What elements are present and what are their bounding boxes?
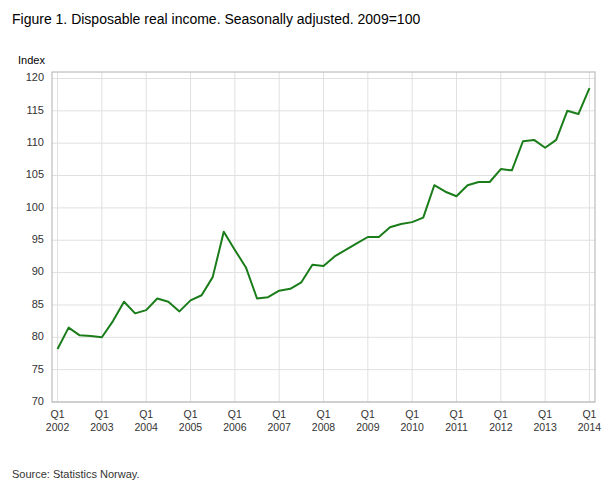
x-tick-label-line: Q1 xyxy=(51,408,65,420)
x-tick-label-line: Q1 xyxy=(361,408,375,420)
x-tick-label: Q12011 xyxy=(445,408,468,433)
x-tick-label-line: 2007 xyxy=(267,421,291,433)
y-axis: 70 75 80 85 90 95 100 105 110 115 120 xyxy=(26,71,44,407)
x-tick-label: Q12002 xyxy=(46,408,70,433)
x-tick-label-line: 2011 xyxy=(445,421,468,433)
x-tick-label-line: Q1 xyxy=(316,408,330,420)
x-tick-label-line: Q1 xyxy=(449,408,463,420)
x-tick-label: Q12006 xyxy=(223,408,247,433)
x-tick-label-line: 2002 xyxy=(46,421,70,433)
x-tick-label: Q12009 xyxy=(356,408,380,433)
x-tick-label: Q12010 xyxy=(400,408,424,433)
x-tick-label-line: 2009 xyxy=(356,421,380,433)
x-grid-line xyxy=(323,72,324,402)
x-tick-label-line: 2013 xyxy=(533,421,557,433)
x-grid-line xyxy=(279,72,280,402)
x-tick-label: Q12008 xyxy=(312,408,336,433)
x-tick-label-line: Q1 xyxy=(582,408,596,420)
y-tick-label: 115 xyxy=(26,104,44,116)
x-grid-line xyxy=(456,72,457,402)
x-grid-line xyxy=(57,72,58,402)
y-tick-label: 90 xyxy=(32,265,44,277)
y-tick-label: 85 xyxy=(32,298,44,310)
x-tick-label-line: Q1 xyxy=(538,408,552,420)
x-tick-label-line: Q1 xyxy=(95,408,109,420)
y-tick-label: 75 xyxy=(32,363,44,375)
data-line xyxy=(58,88,590,349)
x-tick-label: Q12003 xyxy=(90,408,114,433)
x-grid-line xyxy=(101,72,102,402)
y-tick-label: 100 xyxy=(26,201,44,213)
x-grid-line xyxy=(545,72,546,402)
x-tick-label-line: 2008 xyxy=(312,421,336,433)
x-tick-label-line: 2005 xyxy=(179,421,203,433)
x-tick-label-line: 2012 xyxy=(489,421,513,433)
x-grid-line xyxy=(412,72,413,402)
x-grid-line xyxy=(190,72,191,402)
x-tick-label: Q12013 xyxy=(533,408,557,433)
x-grid-line xyxy=(234,72,235,402)
x-tick-label-line: Q1 xyxy=(405,408,419,420)
grid xyxy=(52,72,595,402)
y-axis-label: Index xyxy=(18,54,45,66)
y-tick-label: 105 xyxy=(26,168,44,180)
x-tick-label-line: 2003 xyxy=(90,421,114,433)
x-tick-label-line: Q1 xyxy=(494,408,508,420)
x-tick-label-line: 2010 xyxy=(400,421,424,433)
y-tick-label: 95 xyxy=(32,233,44,245)
y-tick-label: 80 xyxy=(32,330,44,342)
plot-frame xyxy=(52,72,595,402)
y-tick-label: 120 xyxy=(26,71,44,83)
title: Figure 1. Disposable real income. Season… xyxy=(12,11,420,27)
x-tick-label-line: 2014 xyxy=(578,421,602,433)
source: Source: Statistics Norway. xyxy=(12,468,140,480)
x-tick-label-line: 2004 xyxy=(135,421,159,433)
x-tick-label-line: Q1 xyxy=(228,408,242,420)
x-tick-label-line: Q1 xyxy=(184,408,198,420)
x-tick-label-line: Q1 xyxy=(272,408,286,420)
x-tick-label: Q12005 xyxy=(179,408,203,433)
x-tick-label: Q12004 xyxy=(135,408,159,433)
x-tick-label: Q12012 xyxy=(489,408,513,433)
x-grid-line xyxy=(589,72,590,402)
chart: 707580859095100105110115120Q12002Q12003Q… xyxy=(0,0,610,488)
x-axis: Q12002Q12003Q12004Q12005Q12006Q12007Q120… xyxy=(46,408,601,433)
x-tick-label-line: 2006 xyxy=(223,421,247,433)
x-tick-label-line: Q1 xyxy=(139,408,153,420)
y-tick-label: 70 xyxy=(32,395,44,407)
x-grid-line xyxy=(500,72,501,402)
x-grid-line xyxy=(146,72,147,402)
y-tick-label: 110 xyxy=(26,136,44,148)
plot-area xyxy=(58,88,590,349)
x-tick-label: Q12007 xyxy=(267,408,291,433)
x-tick-label: Q12014 xyxy=(578,408,602,433)
